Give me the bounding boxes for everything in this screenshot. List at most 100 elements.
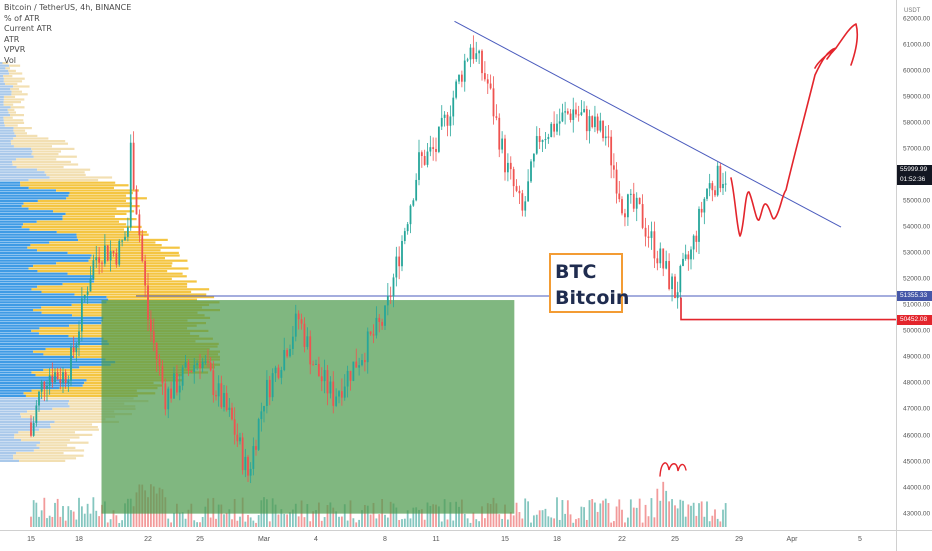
stop-line[interactable] bbox=[680, 297, 896, 321]
candle-body bbox=[283, 350, 286, 371]
profile-row-up bbox=[0, 335, 69, 338]
profile-row-up bbox=[0, 246, 28, 249]
profile-row-down bbox=[3, 75, 13, 78]
candle-body bbox=[572, 109, 575, 120]
candle-body bbox=[406, 224, 409, 232]
profile-row-up bbox=[0, 428, 40, 431]
candle-body bbox=[118, 240, 121, 265]
candle-body bbox=[291, 336, 294, 349]
profile-row-up bbox=[0, 101, 4, 104]
volume-bar bbox=[472, 512, 475, 527]
profile-row-down bbox=[3, 103, 14, 106]
volume-bar bbox=[35, 502, 38, 527]
profile-row-up bbox=[0, 93, 12, 96]
profile-row-up bbox=[0, 452, 17, 455]
candle-body bbox=[676, 292, 679, 299]
profile-row-up bbox=[0, 212, 66, 215]
price-tick: 44000.00 bbox=[903, 484, 931, 492]
candle-body bbox=[682, 258, 684, 266]
profile-row-up bbox=[0, 85, 14, 88]
candle-body bbox=[223, 392, 225, 408]
indicator-current-atr[interactable]: Current ATR bbox=[4, 24, 52, 33]
candle-body bbox=[199, 363, 201, 369]
profile-row-up bbox=[0, 202, 24, 205]
candle-body bbox=[612, 165, 615, 170]
stop-price-label: 50452.08 bbox=[897, 314, 932, 325]
profile-row-down bbox=[32, 150, 61, 153]
volume-bar bbox=[452, 520, 455, 527]
candle-body bbox=[577, 114, 580, 116]
volume-bar bbox=[594, 502, 596, 527]
candle-body bbox=[86, 291, 89, 295]
volume-bar bbox=[70, 510, 72, 527]
candle-body bbox=[395, 256, 398, 278]
profile-row-down bbox=[37, 285, 188, 288]
candle-body bbox=[175, 373, 178, 393]
profile-row-down bbox=[3, 119, 24, 122]
profile-row-up bbox=[0, 231, 57, 234]
indicator-atr[interactable]: ATR bbox=[4, 34, 20, 44]
volume-bar bbox=[201, 516, 204, 527]
profile-row-up bbox=[0, 189, 57, 192]
candle-body bbox=[309, 336, 312, 365]
volume-bar bbox=[252, 520, 255, 527]
trendline[interactable] bbox=[454, 20, 842, 228]
profile-row-up bbox=[0, 309, 34, 312]
profile-row-up bbox=[0, 116, 4, 119]
profile-row-up bbox=[0, 358, 106, 361]
candle-body bbox=[306, 336, 309, 347]
profile-row-up bbox=[0, 439, 22, 442]
volume-bars bbox=[30, 481, 727, 527]
volume-bar bbox=[283, 513, 286, 527]
forecast-path[interactable] bbox=[730, 23, 859, 237]
btc-annotation[interactable]: BTC Bitcoin bbox=[549, 253, 630, 313]
volume-bar bbox=[506, 519, 509, 527]
candle-body bbox=[515, 186, 518, 191]
profile-row-up bbox=[0, 225, 22, 228]
volume-bar bbox=[392, 503, 395, 527]
profile-row-up bbox=[0, 199, 38, 202]
candle-body bbox=[719, 165, 722, 189]
volume-bar bbox=[401, 519, 403, 527]
annotation-name: Bitcoin bbox=[555, 287, 630, 309]
candle-body bbox=[604, 136, 607, 139]
profile-row-down bbox=[49, 241, 156, 244]
indicator-vpvr[interactable]: VPVR bbox=[4, 45, 26, 54]
volume-bar bbox=[352, 518, 355, 527]
volume-bar bbox=[591, 499, 594, 527]
volume-bar bbox=[481, 506, 483, 527]
indicator-vol[interactable]: Vol bbox=[4, 55, 16, 65]
candle-body bbox=[492, 88, 495, 117]
volume-bar bbox=[489, 503, 492, 527]
profile-row-down bbox=[29, 228, 125, 231]
profile-row-up bbox=[0, 285, 38, 288]
profile-row-down bbox=[66, 197, 147, 200]
volume-bar bbox=[223, 514, 225, 527]
candle-body bbox=[317, 363, 320, 377]
volume-bar bbox=[618, 499, 621, 527]
indicator-pct-atr[interactable]: % of ATR bbox=[4, 13, 40, 23]
candle-body bbox=[152, 331, 155, 344]
volume-bar bbox=[175, 503, 178, 527]
candle-body bbox=[161, 366, 164, 384]
volume-bar bbox=[89, 513, 92, 527]
demand-zone[interactable] bbox=[101, 300, 515, 514]
price-axis[interactable]: USDT 63000.0062000.0061000.0060000.00590… bbox=[896, 0, 932, 543]
candle-body bbox=[67, 380, 70, 384]
profile-row-down bbox=[15, 134, 38, 137]
profile-row-down bbox=[13, 137, 49, 140]
symbol-title[interactable]: Bitcoin / TetherUS, 4h, BINANCE bbox=[4, 3, 132, 12]
profile-row-up bbox=[0, 298, 109, 301]
volume-bar bbox=[54, 502, 56, 527]
volume-bar bbox=[692, 502, 695, 527]
candle-body bbox=[585, 109, 588, 132]
profile-row-down bbox=[67, 251, 179, 254]
candle-body bbox=[112, 251, 115, 254]
time-axis[interactable]: 15 18 22 25 Mar 4 8 11 15 18 22 25 29 Apr 5 bbox=[0, 530, 896, 551]
candle-body bbox=[384, 305, 386, 326]
profile-row-up bbox=[0, 155, 34, 158]
volume-bar bbox=[378, 514, 381, 527]
candle-body bbox=[435, 148, 437, 152]
candle-body bbox=[252, 446, 255, 469]
